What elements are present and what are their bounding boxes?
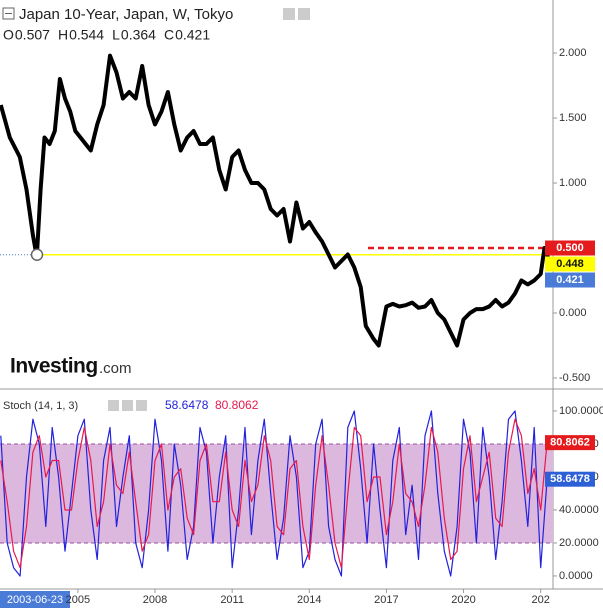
y-tick-label: 40.0000	[559, 504, 599, 516]
price-label: 0.448	[556, 258, 584, 270]
x-tick-label: 2017	[374, 594, 398, 606]
stoch-line	[0, 410, 548, 577]
price-label-box	[545, 471, 595, 487]
x-tick-label: 202	[531, 594, 549, 606]
ohlc-value: 0.421	[175, 27, 210, 43]
y-tick-label: 2.000	[559, 47, 587, 59]
price-label-box	[545, 272, 595, 288]
y-tick-label: 20.0000	[559, 537, 599, 549]
price-label: 0.500	[556, 242, 584, 254]
stoch-d-value: 80.8062	[215, 398, 259, 412]
ohlc-value: 0.507	[15, 27, 50, 43]
logo: Investing	[10, 355, 98, 378]
anchor-point	[30, 248, 44, 262]
format-icon[interactable]	[298, 8, 310, 20]
ohlc-value: 0.364	[121, 27, 156, 43]
ohlc-value: 0.544	[69, 27, 104, 43]
stoch-title: Stoch (14, 1, 3)	[3, 400, 78, 412]
ohlc-label: C	[164, 27, 174, 43]
ohlc-label: L	[112, 27, 120, 43]
price-label: 58.6478	[550, 473, 590, 485]
price-label-box	[545, 256, 595, 272]
price-label: 80.8062	[550, 437, 590, 449]
stoch-remove-icon[interactable]	[136, 400, 147, 411]
x-tick-label: 2008	[143, 594, 167, 606]
x-tick-label: 2020	[451, 594, 475, 606]
price-label: 0.421	[556, 274, 584, 286]
crosshair-date-box	[0, 591, 70, 608]
stoch-visibility-icon[interactable]	[108, 400, 119, 411]
y-tick-label: -0.500	[559, 372, 590, 384]
x-tick-label: 2014	[297, 594, 321, 606]
price-label-box	[545, 435, 595, 451]
plot-area	[0, 53, 553, 577]
crosshair-date: 2003-06-23	[7, 594, 63, 606]
logo-suffix: .com	[99, 360, 132, 377]
x-tick-label: 2005	[66, 594, 90, 606]
ohlc-label: H	[58, 27, 68, 43]
y-tick-label: 1.500	[559, 112, 587, 124]
price-label-box	[545, 240, 595, 256]
chart-title: Japan 10-Year, Japan, W, Tokyo	[19, 6, 233, 23]
y-tick-label: 100.0000	[559, 405, 603, 417]
stoch-line	[0, 418, 548, 569]
stoch-k-value: 58.6478	[165, 398, 209, 412]
price-line	[0, 53, 551, 348]
y-tick-label: 0.000	[559, 307, 587, 319]
x-tick-label: 2011	[220, 594, 244, 606]
ohlc-readout: O 0.507 H 0.544 L 0.364 C 0.421	[3, 27, 210, 43]
y-tick-label: 0.0000	[559, 570, 593, 582]
ohlc-label: O	[3, 27, 14, 43]
settings-icon[interactable]	[283, 8, 295, 20]
y-tick-label: 1.000	[559, 177, 587, 189]
stoch-settings-icon[interactable]	[122, 400, 133, 411]
